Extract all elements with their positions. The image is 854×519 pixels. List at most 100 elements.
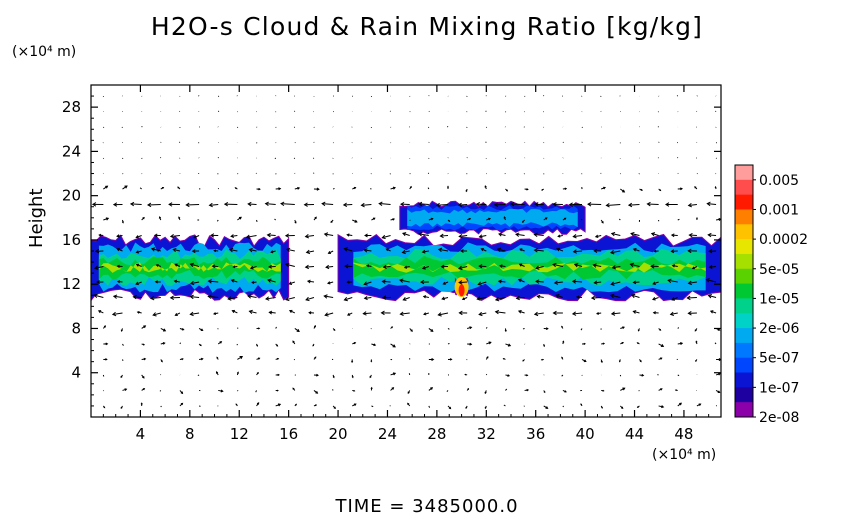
wind-vector [714,342,717,345]
wind-arrowhead [680,187,683,191]
wind-arrowhead [521,220,525,223]
wind-arrowhead [314,216,317,219]
wind-vector [495,311,506,314]
wind-arrowhead [421,265,426,270]
wind-arrowhead [325,264,330,270]
wind-arrowhead [484,391,487,395]
wind-arrowhead [464,373,467,376]
wind-arrowhead [526,388,530,392]
wind-arrowhead [284,233,290,238]
wind-arrowhead [285,296,290,302]
wind-arrowhead [596,312,600,315]
wind-arrowhead [541,188,543,191]
wind-vector [229,249,238,252]
wind-arrowhead [150,295,155,301]
wind-arrowhead [460,249,464,253]
wind-vector [555,294,564,298]
wind-arrowhead [610,311,616,316]
wind-vector [591,296,602,299]
wind-arrowhead [507,343,512,347]
wind-arrowhead [641,373,645,377]
wind-arrowhead [154,280,158,284]
colorbar-swatch [735,253,753,270]
wind-arrowhead [160,360,163,363]
wind-arrowhead [661,405,665,409]
wind-arrowhead [381,295,387,300]
wind-vector [446,390,449,392]
wind-arrowhead [632,310,637,314]
wind-arrowhead [562,340,565,343]
x-tick-label: 48 [674,425,693,443]
wind-arrowhead [695,360,697,362]
colorbar-label: 2e-06 [759,321,799,337]
wind-vector [535,266,544,269]
wind-vector [94,266,104,269]
wind-vector [652,281,659,285]
wind-arrowhead [346,312,351,316]
wind-vector [574,263,583,267]
wind-arrowhead [142,388,146,391]
wind-vector [228,296,238,300]
wind-arrowhead [632,247,637,252]
wind-vector [265,296,276,300]
wind-vector [286,248,295,252]
wind-arrowhead [208,202,213,208]
wind-arrowhead [507,374,511,377]
wind-arrowhead [180,391,184,395]
wind-vector [630,233,640,236]
wind-arrowhead [251,280,255,284]
wind-arrowhead [573,263,579,268]
wind-vector [305,235,315,238]
wind-arrowhead [594,234,599,239]
wind-vector [427,187,430,190]
wind-arrowhead [211,264,216,269]
wind-arrowhead [458,280,463,285]
wind-arrowhead [622,189,626,193]
cloud-contour [98,262,281,273]
wind-vector [562,405,564,408]
wind-vector [418,203,429,206]
wind-arrowhead [392,372,397,376]
wind-vector [151,248,161,252]
wind-arrowhead [694,186,697,189]
wind-arrowhead [533,248,538,253]
wind-arrowhead [552,202,557,207]
wind-vector [399,279,410,283]
wind-vector [422,266,430,270]
wind-arrowhead [691,266,695,270]
wind-vector [436,204,449,206]
wind-arrowhead [372,217,376,220]
wind-vector [600,95,602,98]
wind-arrowhead [391,326,394,329]
wind-arrowhead [120,329,123,332]
wind-vector [516,296,525,299]
wind-arrowhead [207,294,212,299]
wind-arrowhead [277,373,280,377]
wind-arrowhead [659,189,662,192]
wind-vector [178,141,181,143]
wind-vector [289,281,295,285]
wind-arrowhead [150,247,156,252]
wind-vector [630,263,640,267]
wind-arrowhead [517,309,522,314]
wind-arrowhead [248,247,253,253]
wind-arrowhead [327,251,331,255]
wind-arrowhead [256,402,260,405]
wind-arrowhead [344,264,349,269]
wind-arrowhead [97,310,102,314]
wind-arrowhead [231,309,235,314]
wind-arrowhead [399,278,404,283]
wind-vector [688,204,697,206]
wind-arrowhead [679,402,682,406]
wind-arrowhead [168,202,173,207]
wind-vector [652,297,659,300]
wind-arrowhead [343,297,348,302]
wind-vector [130,203,142,206]
wind-arrowhead [270,250,274,254]
wind-vector [285,263,295,267]
wind-arrowhead [636,342,639,345]
colorbar-swatch [735,224,753,240]
wind-vector [440,235,449,237]
y-tick-label: 16 [62,231,81,249]
